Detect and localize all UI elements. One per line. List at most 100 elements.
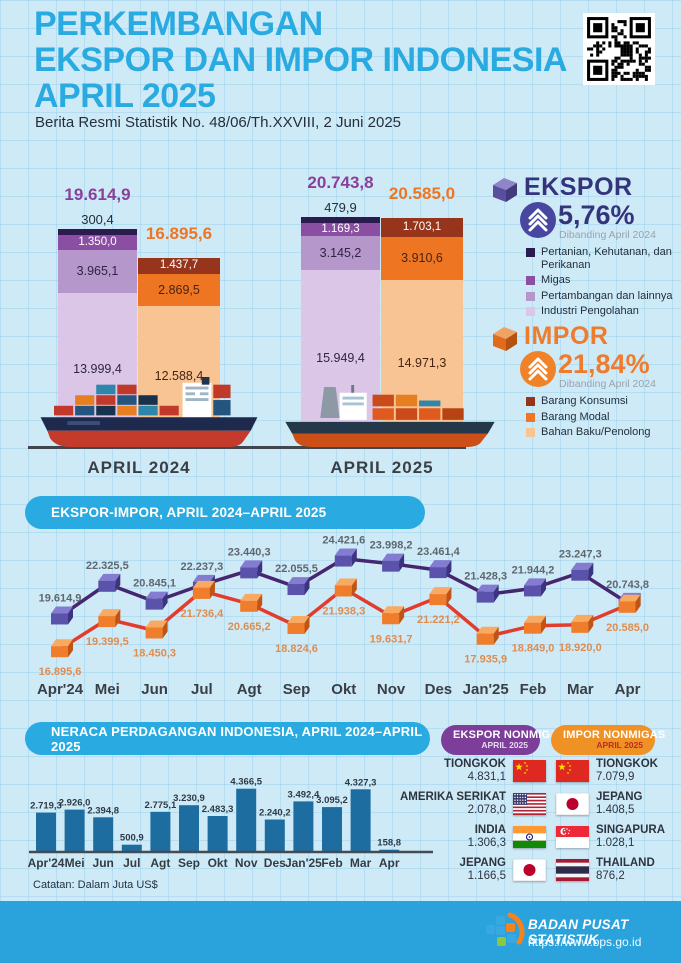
month-label: Jan'25 (463, 681, 509, 698)
neraca-value-label: 3.492,4 (288, 789, 320, 800)
neraca-month-label: Apr'24 (28, 856, 65, 870)
point-label-impor: 19.399,5 (86, 636, 129, 648)
impor-compare: Dibanding April 2024 (559, 378, 656, 390)
neraca-month-label: Jun (93, 856, 114, 870)
neraca-value-label: 500,9 (120, 833, 144, 844)
bar-segment-label: 1.437,7 (159, 259, 199, 272)
line-marker-impor (429, 587, 452, 606)
line-marker-impor (618, 594, 641, 613)
month-label: Apr'24 (37, 681, 84, 698)
point-label-ekspor: 23.461,4 (417, 546, 461, 558)
country-name: THAILAND (596, 857, 655, 869)
neraca-bar (236, 788, 257, 852)
bar-segment-label: 13.999,4 (73, 362, 122, 377)
month-label: Jul (191, 681, 213, 698)
country-row: TIONGKOK 7.079,9 (556, 758, 676, 784)
point-label-impor: 16.895,6 (39, 666, 82, 678)
country-row: TIONGKOK 4.831,1 (418, 758, 546, 784)
month-label: Apr (615, 681, 641, 698)
country-name: TIONGKOK (596, 758, 658, 770)
bar-total-label: 20.743,8 (307, 173, 374, 192)
country-name: JEPANG (596, 791, 643, 803)
neraca-value-label: 2.240,2 (259, 808, 291, 819)
qr-code (583, 13, 655, 85)
line-marker-ekspor (98, 573, 121, 592)
neraca-month-label: Nov (235, 856, 258, 870)
bar-total-label: 20.585,0 (388, 184, 456, 203)
neraca-value-label: 158,8 (377, 838, 401, 849)
ekspor-legend-swatch (526, 307, 535, 316)
bar-outside-label: 300,4 (81, 212, 114, 227)
bar-segment-label: 2.869,5 (158, 282, 200, 297)
country-name: JEPANG (459, 857, 506, 869)
neraca-bar (150, 811, 171, 852)
country-text: THAILAND 876,2 (596, 857, 655, 883)
footer-url: https://www.bps.go.id (528, 935, 642, 949)
country-text: AMERIKA SERIKAT 2.078,0 (400, 791, 506, 817)
line-marker-ekspor (382, 553, 405, 572)
month-label: Okt (331, 681, 356, 698)
impor-legend-swatch (526, 412, 535, 422)
month-label: Sep (283, 681, 311, 698)
neraca-month-label: Mar (350, 856, 372, 870)
ekspor-nonmigas-title: EKSPOR NONMIGAS (453, 729, 567, 741)
ekspor-nonmigas-period: APRIL 2025 (481, 740, 528, 750)
point-label-impor: 20.665,2 (228, 621, 271, 633)
point-label-impor: 21.221,2 (417, 614, 460, 626)
neraca-month-label: Agt (150, 856, 170, 870)
bar-segment: 3.910,6 (381, 236, 463, 281)
line-marker-impor (524, 615, 546, 634)
neraca-bar (207, 816, 228, 852)
impor-legend: Barang Konsumsi Barang Modal Bahan Baku/Pe… (526, 395, 676, 442)
group-caption: APRIL 2024 (87, 458, 191, 477)
bar-baseline (28, 446, 466, 449)
line-marker-ekspor (571, 562, 594, 581)
country-text: JEPANG 1.408,5 (596, 791, 642, 817)
line-marker-impor (145, 620, 168, 639)
neraca-value-label: 3.095,2 (316, 795, 348, 806)
country-name: AMERIKA SERIKAT (399, 791, 506, 803)
neraca-note: Catatan: Dalam Juta US$ (33, 879, 158, 891)
flag-japan-icon (556, 793, 589, 815)
ekspor-legend-label: Industri Pengolahan (541, 305, 639, 317)
release-subtitle: Berita Resmi Statistik No. 48/06/Th.XXVI… (35, 114, 402, 131)
country-value: 876,2 (596, 870, 625, 882)
country-row: JEPANG 1.166,5 (418, 857, 546, 883)
bar-outside-label: 479,9 (324, 200, 357, 215)
impor-legend-item: Bahan Baku/Penolong (526, 426, 676, 439)
point-label-ekspor: 22.055,5 (275, 563, 318, 575)
ekspor-nonmigas-list: TIONGKOK 4.831,1 AMERIKA SERIKAT 2.078,0 IND… (400, 758, 546, 890)
title-line-2: EKSPOR DAN IMPOR INDONESIA (34, 41, 567, 79)
bar-segment-label: 15.949,4 (316, 350, 365, 365)
impor-legend-label: Barang Modal (541, 410, 610, 423)
neraca-month-label: Okt (208, 856, 228, 870)
flag-india-icon (513, 826, 546, 848)
point-label-impor: 18.824,6 (275, 643, 318, 655)
bar-segment-label: 3.910,6 (401, 251, 443, 266)
neraca-value-label: 4.327,3 (345, 777, 377, 788)
neraca-bar (36, 812, 56, 852)
cargo-ship-2025-illustration (283, 385, 497, 448)
point-label-ekspor: 22.237,3 (180, 561, 223, 573)
ekspor-legend-label: Pertambangan dan lainnya (541, 289, 673, 302)
line-marker-ekspor (51, 606, 73, 625)
neraca-bar (93, 817, 114, 852)
country-value: 4.831,1 (467, 771, 506, 783)
country-value: 2.078,0 (467, 804, 506, 816)
cargo-ship-2024-illustration (38, 377, 260, 448)
country-row: SINGAPURA 1.028,1 (556, 824, 676, 850)
line-chart-title: EKSPOR-IMPOR, APRIL 2024–APRIL 2025 (51, 505, 327, 520)
country-row: INDIA 1.306,3 (418, 824, 546, 850)
point-label-ekspor: 23.998,2 (370, 540, 413, 552)
line-marker-impor (334, 578, 357, 597)
neraca-bar (121, 844, 142, 852)
month-label: Feb (520, 681, 547, 698)
month-label: Jun (141, 681, 168, 698)
point-label-impor: 18.450,3 (133, 648, 176, 660)
point-label-ekspor: 24.421,6 (322, 535, 365, 547)
neraca-month-label: Mei (65, 856, 85, 870)
country-name: SINGAPURA (596, 824, 666, 836)
country-text: TIONGKOK 4.831,1 (444, 758, 506, 784)
country-value: 1.028,1 (596, 837, 635, 849)
